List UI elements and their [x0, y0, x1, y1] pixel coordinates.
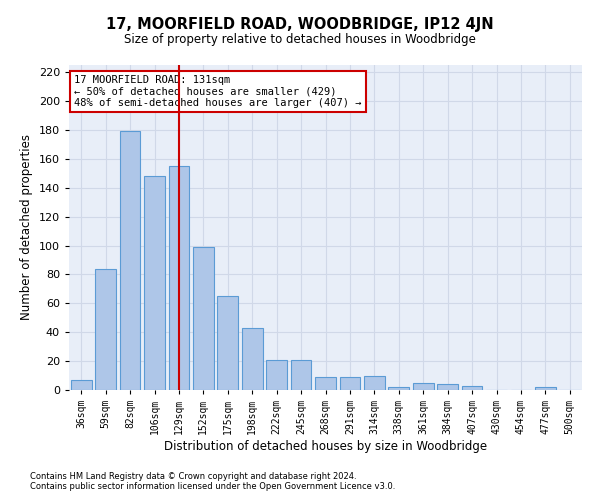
Bar [144, 176, 165, 390]
Text: 17, MOORFIELD ROAD, WOODBRIDGE, IP12 4JN: 17, MOORFIELD ROAD, WOODBRIDGE, IP12 4JN [106, 18, 494, 32]
Text: Contains HM Land Registry data © Crown copyright and database right 2024.: Contains HM Land Registry data © Crown c… [30, 472, 356, 481]
Bar [217, 296, 238, 390]
Bar [535, 387, 556, 390]
Bar [169, 166, 190, 390]
Bar [388, 387, 409, 390]
Bar [364, 376, 385, 390]
Bar [315, 377, 336, 390]
Bar [437, 384, 458, 390]
Bar [413, 383, 434, 390]
Bar [193, 247, 214, 390]
Y-axis label: Number of detached properties: Number of detached properties [20, 134, 33, 320]
Bar [461, 386, 482, 390]
Bar [242, 328, 263, 390]
X-axis label: Distribution of detached houses by size in Woodbridge: Distribution of detached houses by size … [164, 440, 487, 453]
Bar [340, 377, 361, 390]
Text: 17 MOORFIELD ROAD: 131sqm
← 50% of detached houses are smaller (429)
48% of semi: 17 MOORFIELD ROAD: 131sqm ← 50% of detac… [74, 74, 362, 108]
Bar [290, 360, 311, 390]
Text: Contains public sector information licensed under the Open Government Licence v3: Contains public sector information licen… [30, 482, 395, 491]
Bar [119, 132, 140, 390]
Bar [266, 360, 287, 390]
Bar [95, 268, 116, 390]
Bar [71, 380, 92, 390]
Text: Size of property relative to detached houses in Woodbridge: Size of property relative to detached ho… [124, 32, 476, 46]
